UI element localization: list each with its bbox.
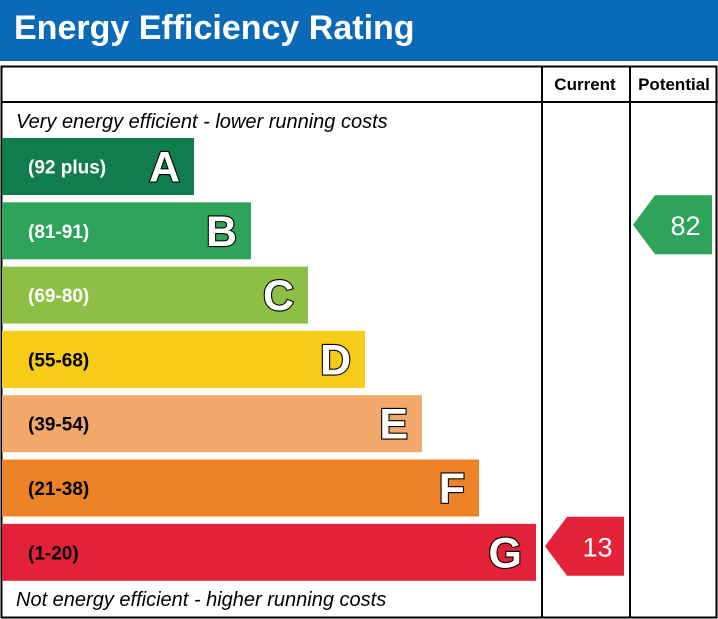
band-c-letter: C: [263, 272, 294, 320]
top-caption: Very energy efficient - lower running co…: [16, 111, 388, 133]
band-g-range: (1-20): [28, 543, 79, 564]
band-c: (69-80) C: [2, 266, 308, 324]
band-g-letter: G: [489, 529, 522, 577]
band-g: (1-20) G: [2, 523, 536, 581]
potential-rating-marker-value: 82: [670, 211, 700, 241]
current-rating-marker-value: 13: [582, 532, 612, 562]
current-rating-marker-arrow: [545, 516, 624, 576]
potential-column-header: Potential: [638, 75, 710, 94]
chart-frame: [0, 65, 718, 619]
band-b-range: (81-91): [28, 222, 89, 243]
title-bar: Energy Efficiency Rating: [0, 0, 718, 61]
current-column-header: Current: [554, 75, 616, 94]
current-rating-marker: 13: [545, 516, 624, 576]
band-b-bar: [2, 202, 251, 260]
band-e-letter: E: [379, 401, 408, 449]
potential-rating-marker: 82: [633, 195, 712, 255]
band-a-bar: [2, 138, 194, 195]
band-c-range: (69-80): [28, 286, 89, 307]
rating-markers: 13 82: [545, 195, 712, 576]
band-c-bar: [2, 266, 308, 324]
band-e-bar: [2, 395, 422, 453]
bottom-caption: Not energy efficient - higher running co…: [16, 589, 386, 611]
potential-rating-marker-arrow: [633, 195, 712, 255]
band-f-range: (21-38): [28, 479, 89, 500]
band-f: (21-38) F: [2, 459, 479, 517]
band-a-letter: A: [149, 144, 180, 192]
band-f-bar: [2, 459, 479, 517]
chart-title: Energy Efficiency Rating: [14, 9, 415, 47]
band-e-range: (39-54): [28, 415, 89, 436]
band-d: (55-68) D: [2, 330, 365, 388]
band-d-bar: [2, 330, 365, 388]
band-a: (92 plus) A: [2, 138, 194, 195]
band-f-letter: F: [439, 465, 465, 513]
band-a-range: (92 plus): [28, 158, 106, 179]
band-g-bar: [2, 523, 536, 581]
band-d-letter: D: [320, 336, 351, 384]
rating-chart: Current Potential Very energy efficient …: [0, 65, 718, 619]
rating-bands: (92 plus) A (81-91) B (69-80) C (55-68) D (39-54…: [2, 138, 536, 581]
band-d-range: (55-68): [28, 350, 89, 371]
band-b: (81-91) B: [2, 202, 251, 260]
band-e: (39-54) E: [2, 395, 422, 453]
band-b-letter: B: [206, 208, 237, 256]
